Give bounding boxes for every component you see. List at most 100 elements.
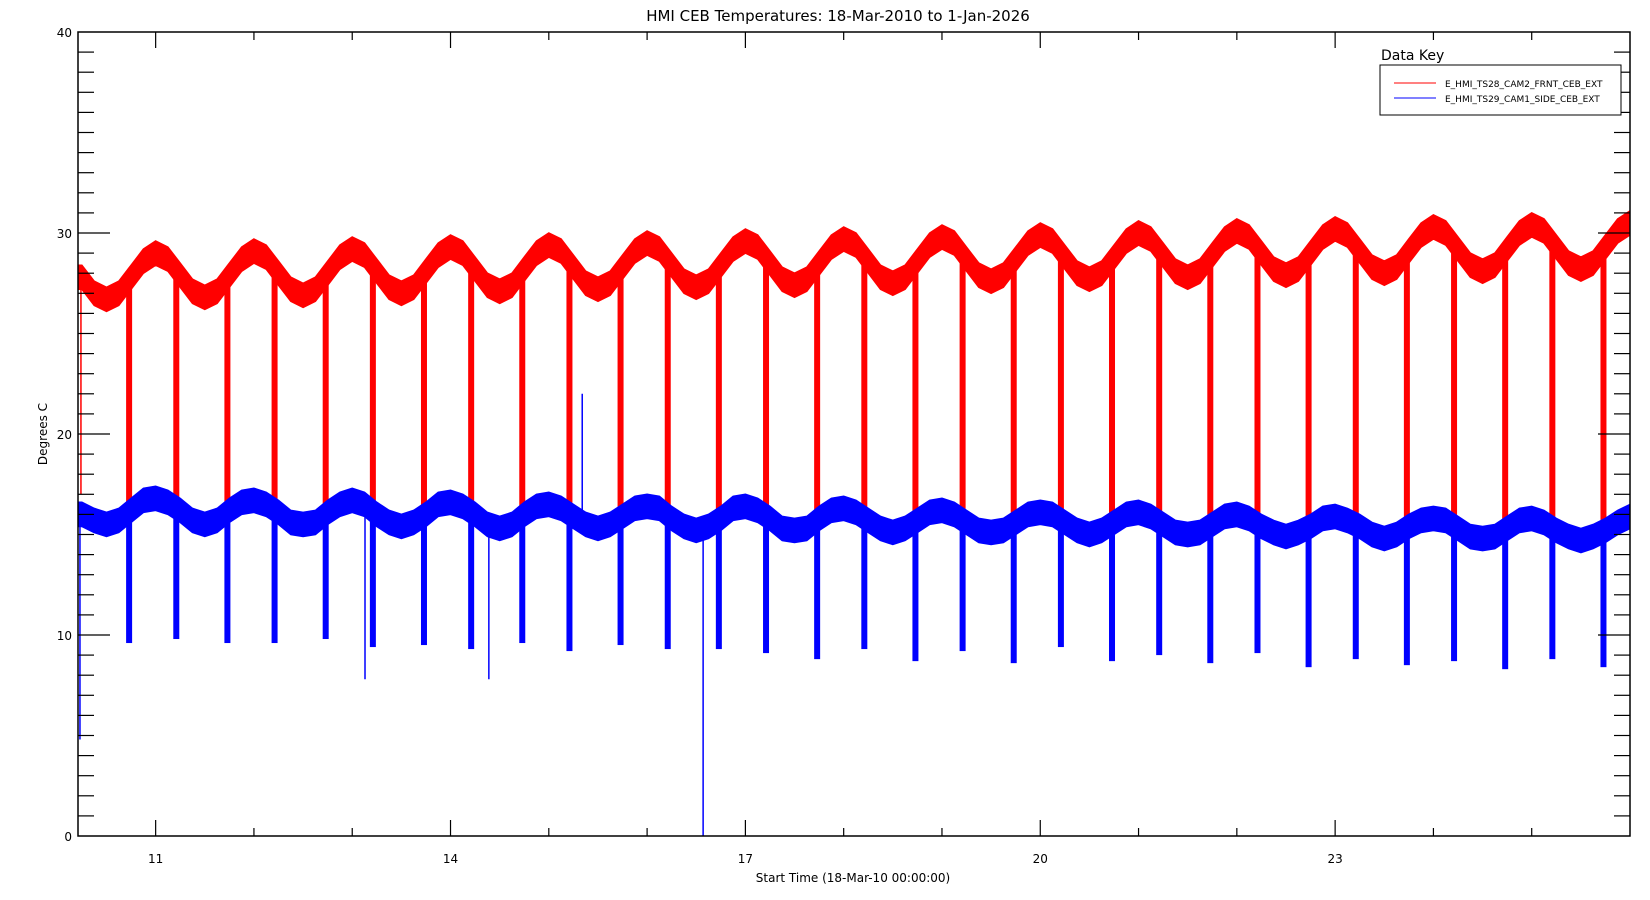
data-point bbox=[425, 513, 427, 516]
data-point bbox=[818, 517, 820, 520]
data-point bbox=[425, 270, 427, 272]
eclipse-dip bbox=[1057, 519, 1064, 648]
eclipse-dip bbox=[1057, 251, 1064, 523]
data-point bbox=[1014, 521, 1017, 524]
data-point bbox=[965, 521, 968, 524]
x-tick-label: 20 bbox=[1033, 852, 1048, 866]
data-point bbox=[1223, 515, 1226, 518]
data-point bbox=[1125, 240, 1128, 242]
data-point bbox=[376, 270, 378, 272]
data-point bbox=[769, 517, 771, 520]
eclipse-dip bbox=[1549, 527, 1556, 660]
legend-label-ts29: E_HMI_TS29_CAM1_SIDE_CEB_EXT bbox=[1445, 95, 1600, 105]
data-point bbox=[339, 503, 341, 506]
data-point bbox=[1137, 511, 1140, 514]
data-point bbox=[1543, 230, 1545, 232]
data-point bbox=[388, 521, 390, 524]
data-point bbox=[1530, 517, 1533, 520]
data-point bbox=[1346, 234, 1349, 236]
eclipse-dip bbox=[468, 511, 475, 650]
data-point bbox=[584, 523, 587, 526]
data-point bbox=[1002, 274, 1005, 277]
data-point bbox=[363, 503, 366, 506]
data-point bbox=[1039, 511, 1042, 514]
data-point bbox=[302, 523, 304, 526]
data-point bbox=[1150, 238, 1152, 240]
data-point bbox=[314, 521, 317, 524]
eclipse-dip bbox=[1352, 245, 1359, 525]
data-point bbox=[412, 286, 415, 289]
x-tick-label: 23 bbox=[1327, 852, 1342, 866]
eclipse-dip bbox=[617, 517, 624, 646]
legend-title: Data Key bbox=[1381, 48, 1444, 64]
data-point bbox=[511, 284, 513, 287]
eclipse-dip bbox=[126, 279, 133, 505]
eclipse-dip bbox=[519, 271, 526, 513]
data-point bbox=[191, 290, 194, 293]
data-point bbox=[154, 497, 157, 500]
data-point bbox=[326, 511, 329, 514]
data-point bbox=[1285, 535, 1287, 538]
data-point bbox=[560, 250, 562, 252]
data-point bbox=[117, 519, 120, 522]
eclipse-dip bbox=[1305, 527, 1312, 668]
y-tick-label: 20 bbox=[57, 428, 72, 442]
eclipse-dip bbox=[271, 268, 278, 503]
data-point bbox=[1113, 521, 1115, 524]
eclipse-dip bbox=[1109, 523, 1116, 662]
data-point bbox=[1444, 232, 1447, 234]
data-point bbox=[953, 513, 956, 516]
data-point bbox=[609, 282, 612, 285]
data-point bbox=[179, 274, 182, 277]
eclipse-dip bbox=[814, 265, 821, 515]
data-point bbox=[670, 517, 673, 520]
data-point bbox=[326, 272, 329, 275]
eclipse-dip bbox=[959, 253, 966, 523]
data-point bbox=[720, 264, 722, 266]
eclipse-dip bbox=[369, 511, 376, 648]
data-point bbox=[1064, 521, 1066, 524]
data-point bbox=[1322, 517, 1324, 520]
data-point bbox=[1297, 268, 1300, 270]
data-point bbox=[1322, 236, 1324, 238]
data-point bbox=[1555, 246, 1558, 248]
data-point bbox=[1309, 252, 1312, 254]
eclipse-dip bbox=[814, 520, 821, 660]
data-point bbox=[769, 262, 771, 264]
data-point bbox=[203, 296, 206, 299]
data-point bbox=[1616, 521, 1619, 524]
eclipse-dip bbox=[173, 270, 180, 499]
data-point bbox=[842, 238, 845, 240]
eclipse-dip bbox=[1600, 249, 1607, 525]
data-point bbox=[351, 248, 354, 250]
data-point bbox=[498, 527, 501, 530]
data-point bbox=[1506, 527, 1508, 530]
y-tick-label: 40 bbox=[57, 26, 72, 40]
data-point bbox=[1150, 515, 1152, 518]
data-point bbox=[1051, 513, 1054, 516]
data-point bbox=[535, 505, 538, 508]
data-point bbox=[1543, 521, 1545, 524]
data-point bbox=[879, 276, 882, 279]
eclipse-dip bbox=[1549, 241, 1556, 527]
data-point bbox=[1494, 264, 1496, 266]
data-point bbox=[720, 517, 722, 520]
data-point bbox=[1469, 535, 1472, 538]
data-point bbox=[1100, 529, 1103, 532]
y-tick-label: 10 bbox=[57, 629, 72, 643]
data-point bbox=[1211, 523, 1214, 526]
data-point bbox=[1518, 519, 1521, 522]
data-point bbox=[351, 499, 354, 502]
data-point bbox=[756, 246, 759, 248]
data-point bbox=[130, 276, 132, 279]
data-point bbox=[1408, 525, 1410, 528]
series-band bbox=[78, 485, 1630, 554]
eclipse-dip bbox=[715, 519, 722, 650]
data-point bbox=[965, 258, 968, 260]
data-point bbox=[412, 521, 415, 524]
data-point bbox=[634, 250, 636, 252]
data-point bbox=[142, 260, 145, 262]
data-point bbox=[1027, 242, 1029, 244]
data-point bbox=[1051, 240, 1054, 242]
data-point bbox=[941, 236, 943, 238]
